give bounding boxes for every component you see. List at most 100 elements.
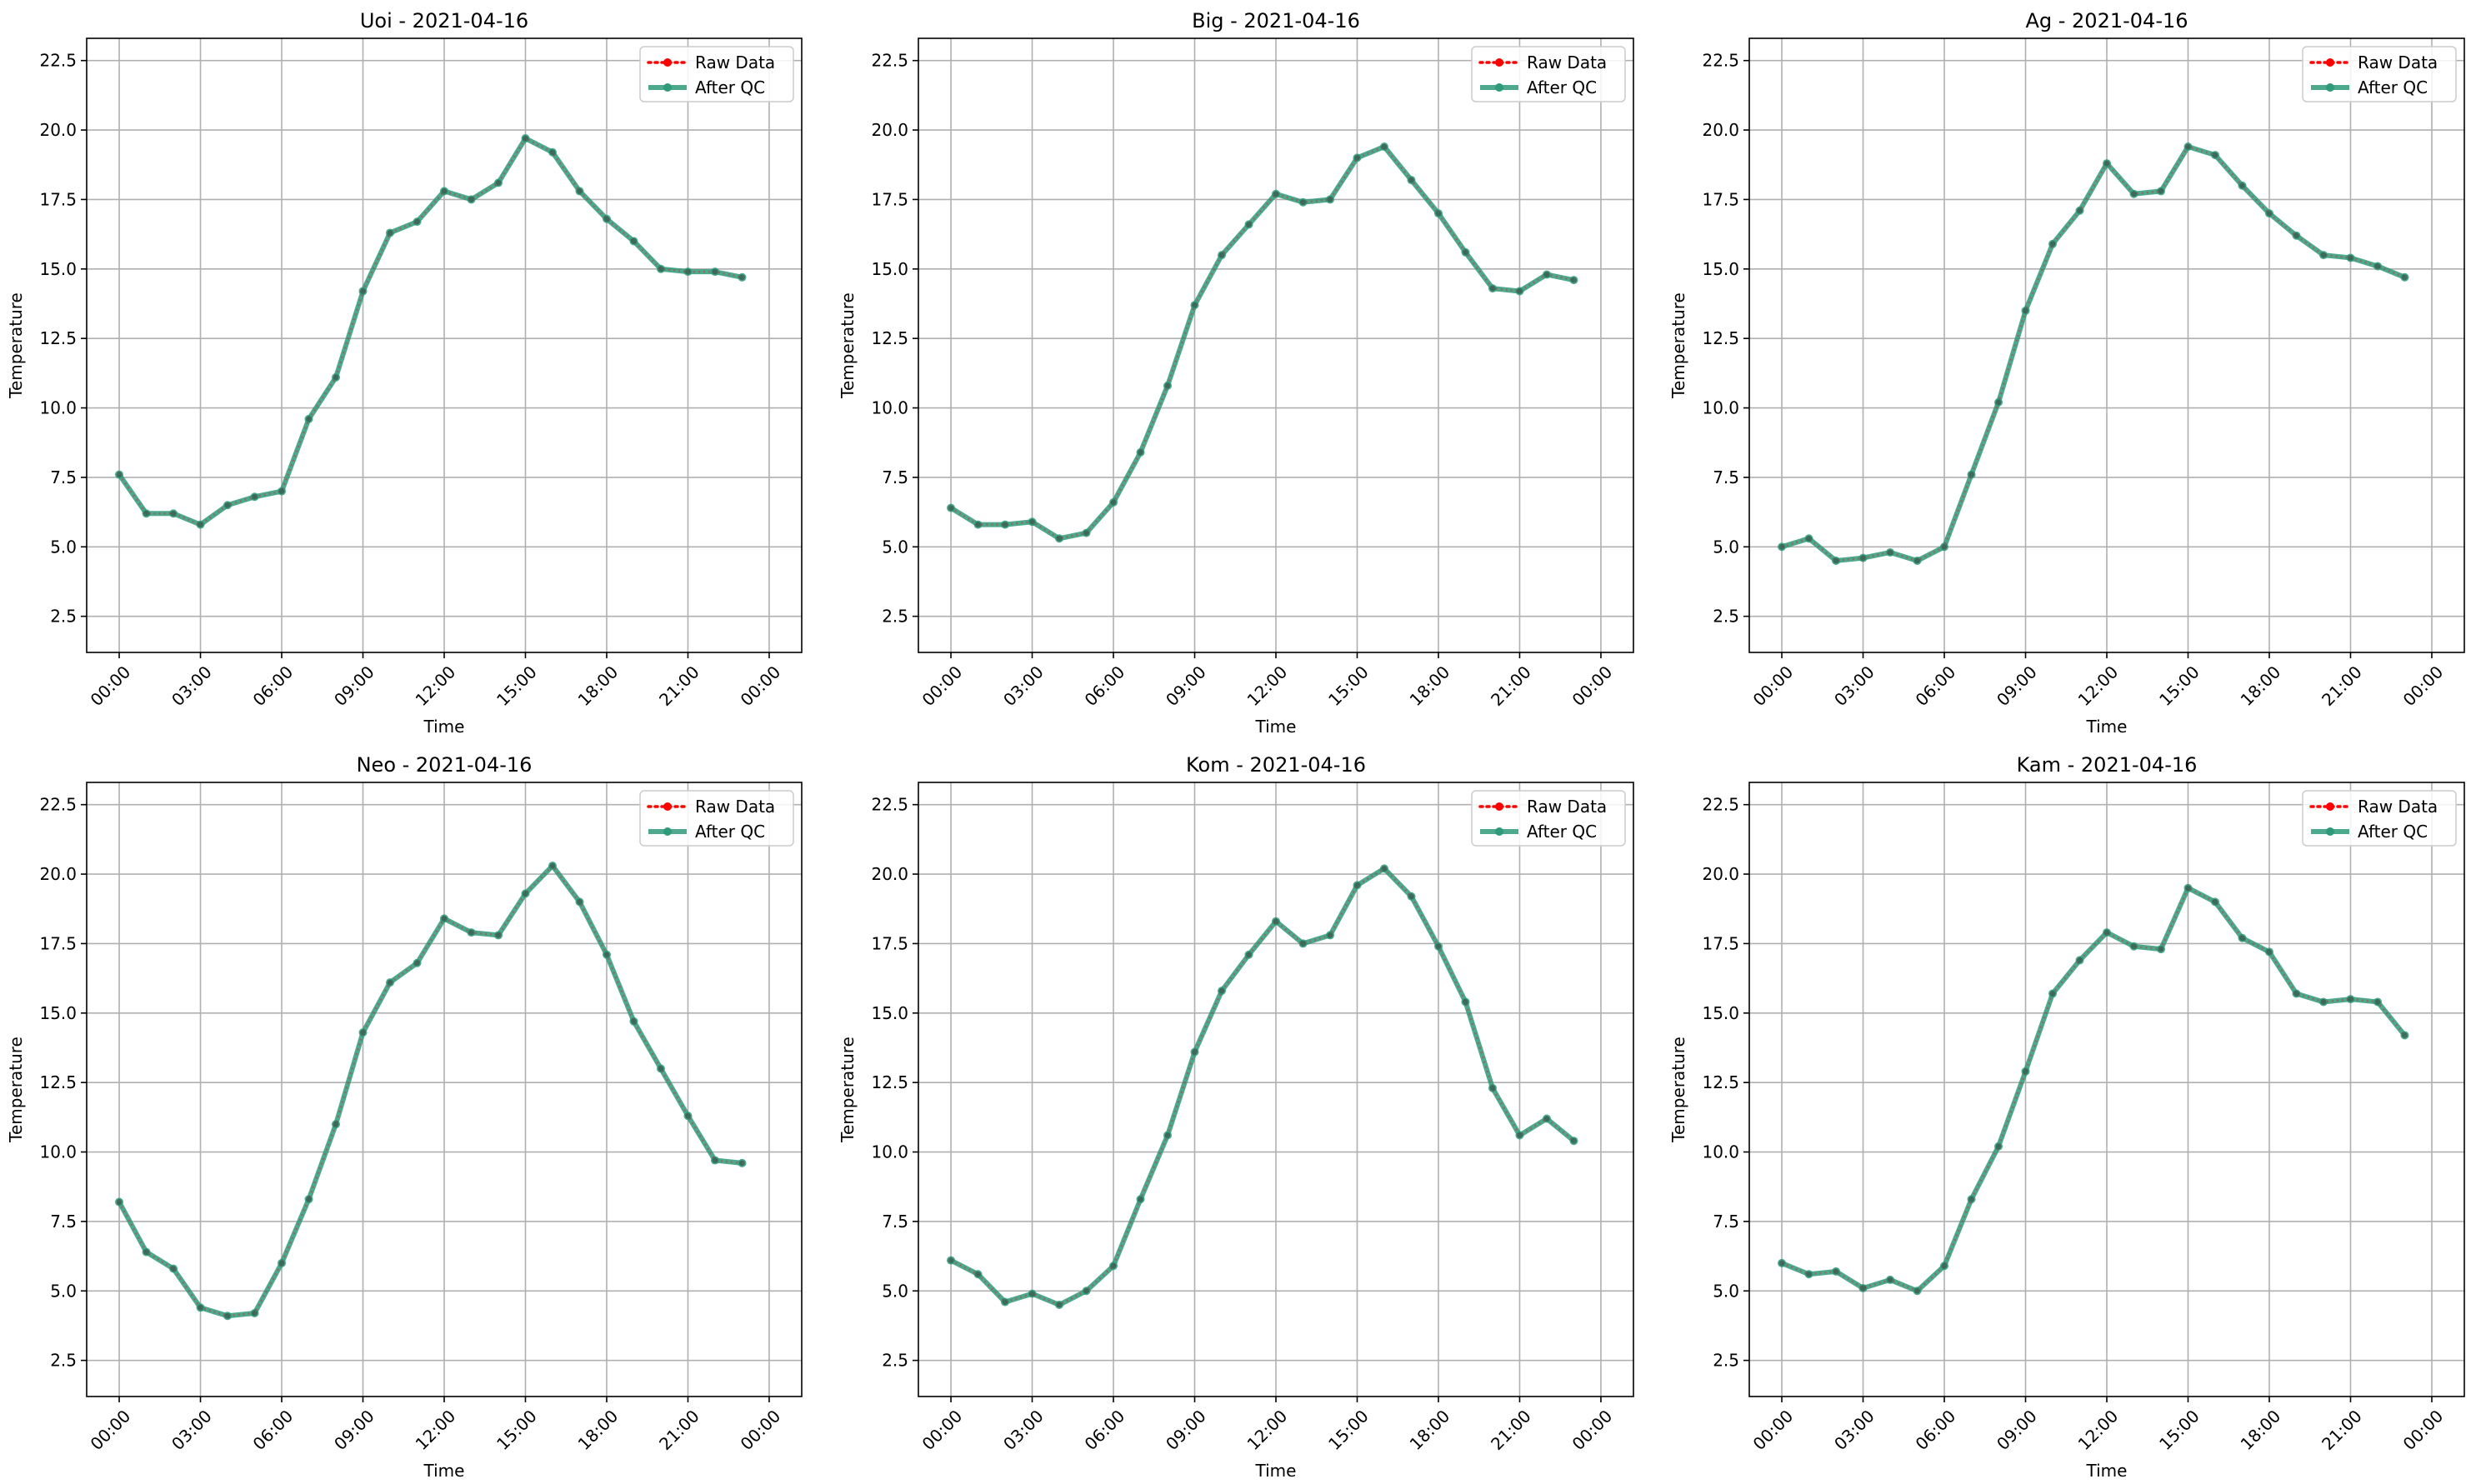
raw-data-point	[1029, 1291, 1035, 1297]
raw-data-point	[1300, 941, 1306, 947]
axes-frame	[918, 37, 1634, 653]
y-tick-label: 22.5	[39, 51, 77, 71]
raw-data-point	[1110, 499, 1117, 506]
raw-data-point	[278, 488, 285, 494]
raw-data-point	[712, 268, 718, 275]
raw-data-point	[2239, 935, 2245, 942]
raw-data-point	[2293, 991, 2299, 997]
legend-marker-raw-data	[1495, 802, 1503, 811]
raw-data-point	[685, 268, 691, 275]
chart-title: Neo - 2021-04-16	[357, 753, 533, 777]
raw-data-point	[468, 929, 474, 936]
y-tick-label: 2.5	[1713, 607, 1739, 627]
raw-data-point	[1806, 1271, 1812, 1277]
x-tick-label: 18:00	[1406, 1406, 1454, 1454]
legend-label-raw-data: Raw Data	[2358, 797, 2438, 817]
raw-data-point	[739, 1160, 745, 1167]
y-tick-label: 12.5	[39, 328, 77, 348]
x-tick-label: 21:00	[2318, 1406, 2366, 1454]
raw-data-point	[1408, 893, 1414, 900]
raw-data-point	[549, 862, 556, 869]
chart-panel: Neo - 2021-04-16 2.5 5.0 7.5 10.0 12.5 15.0 17.…	[6, 753, 803, 1481]
legend: Raw Data After QC	[2302, 46, 2457, 102]
y-tick-label: 12.5	[39, 1072, 77, 1092]
x-tick-label: 18:00	[1406, 662, 1454, 710]
series-line-after-qc	[117, 863, 743, 1319]
x-tick-label: 00:00	[87, 662, 135, 710]
x-tick-label: 00:00	[87, 1406, 135, 1454]
raw-data-point	[658, 266, 664, 272]
x-tick-label: 12:00	[1243, 662, 1292, 710]
raw-data-point	[2158, 946, 2164, 952]
raw-data-point	[1300, 199, 1306, 206]
y-tick-label: 15.0	[39, 259, 77, 279]
y-tick-label: 7.5	[50, 1212, 77, 1232]
raw-data-point	[252, 1310, 258, 1317]
series-line-raw-data	[1781, 145, 2405, 562]
y-tick-label: 10.0	[39, 1142, 77, 1162]
raw-data-point	[1083, 1287, 1089, 1294]
x-tick-label: 21:00	[2318, 662, 2366, 710]
y-tick-label: 12.5	[871, 1072, 908, 1092]
raw-data-point	[1246, 222, 1252, 227]
raw-data-point	[1110, 1262, 1117, 1269]
x-axis-label: Time	[423, 1461, 465, 1481]
x-tick-label: 03:00	[168, 662, 216, 710]
legend: Raw Data After QC	[2302, 790, 2457, 847]
raw-data-point	[1517, 1132, 1523, 1138]
y-tick-label: 7.5	[1713, 467, 1739, 487]
legend-marker-after-qc	[2326, 827, 2334, 836]
raw-data-point	[1327, 197, 1333, 202]
raw-data-point	[1002, 1299, 1008, 1306]
series-line-after-qc	[117, 136, 743, 527]
raw-data-point	[1887, 1277, 1893, 1283]
raw-data-point	[1218, 987, 1225, 994]
y-tick-label: 2.5	[882, 1351, 908, 1371]
raw-data-point	[1833, 557, 1839, 564]
axes-frame	[86, 37, 803, 653]
raw-data-point	[1083, 530, 1089, 537]
raw-data-point	[549, 149, 556, 156]
legend-marker-raw-data	[663, 802, 672, 811]
raw-data-point	[414, 218, 420, 225]
x-tick-label: 18:00	[574, 662, 623, 710]
raw-data-point	[2266, 210, 2273, 217]
raw-data-point	[116, 1199, 123, 1205]
y-tick-label: 20.0	[39, 120, 77, 140]
x-tick-label: 03:00	[1830, 1406, 1878, 1454]
x-axis-label: Time	[1255, 1461, 1297, 1481]
raw-data-point	[2103, 929, 2110, 936]
raw-data-point	[2131, 191, 2137, 197]
x-tick-label: 03:00	[999, 662, 1048, 710]
raw-data-point	[975, 1271, 981, 1277]
x-tick-label: 00:00	[1568, 1406, 1617, 1454]
raw-data-point	[2402, 1032, 2408, 1038]
legend-label-after-qc: After QC	[1527, 822, 1597, 842]
y-tick-label: 10.0	[1702, 398, 1739, 418]
raw-data-point	[631, 238, 637, 244]
raw-data-point	[1571, 1137, 1577, 1144]
legend-label-after-qc: After QC	[1527, 77, 1597, 97]
y-tick-label: 15.0	[39, 1003, 77, 1023]
x-tick-label: 15:00	[493, 662, 541, 710]
raw-data-point	[1327, 932, 1333, 938]
raw-data-point	[1778, 543, 1785, 550]
y-tick-label: 12.5	[1702, 1072, 1739, 1092]
raw-data-point	[1381, 143, 1388, 150]
chart-title: Big - 2021-04-16	[1192, 9, 1360, 32]
raw-data-point	[360, 1029, 366, 1036]
y-tick-label: 22.5	[1702, 51, 1739, 71]
y-tick-label: 15.0	[1702, 259, 1739, 279]
y-tick-label: 20.0	[1702, 120, 1739, 140]
x-tick-label: 06:00	[1081, 1406, 1129, 1454]
legend-label-after-qc: After QC	[695, 77, 765, 97]
raw-data-point	[2348, 996, 2353, 1002]
y-tick-label: 2.5	[882, 607, 908, 627]
chart-panel: Kom - 2021-04-16 2.5 5.0 7.5 10.0 12.5 15.0 17.…	[838, 753, 1634, 1481]
legend-label-raw-data: Raw Data	[1527, 52, 1607, 72]
x-tick-label: 15:00	[1324, 1406, 1373, 1454]
raw-data-point	[523, 135, 528, 142]
series-line-raw-data	[118, 864, 743, 1317]
raw-data-point	[2374, 999, 2381, 1005]
